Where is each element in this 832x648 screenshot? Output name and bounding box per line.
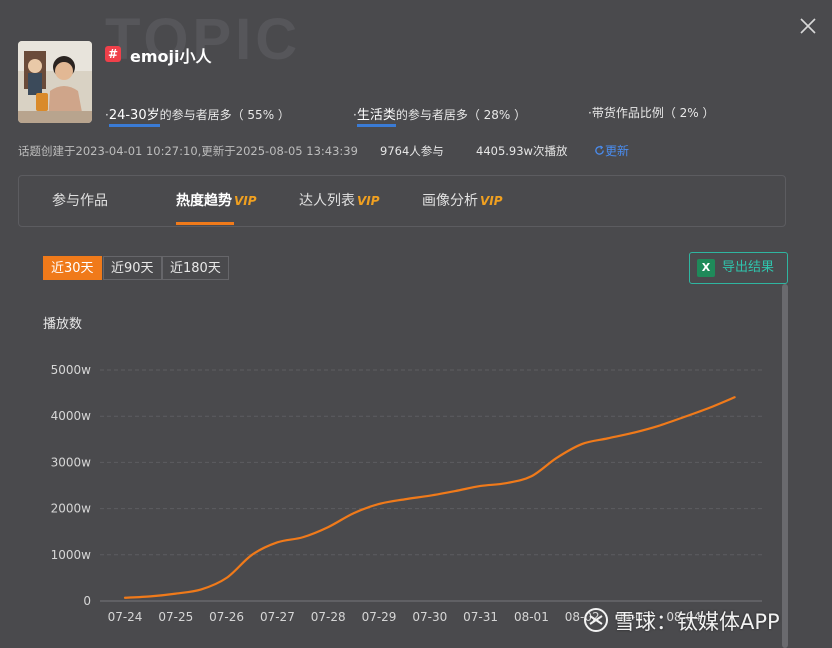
x-tick-label: 07-30 bbox=[412, 610, 447, 624]
refresh-label: 更新 bbox=[605, 144, 630, 158]
x-tick-label: 07-25 bbox=[158, 610, 193, 624]
tab-influencers[interactable]: 达人列表 VIP bbox=[299, 190, 380, 210]
x-tick-label: 08-03 bbox=[616, 610, 651, 624]
y-tick-label: 1000w bbox=[51, 548, 92, 562]
series-line bbox=[123, 396, 736, 599]
tab-profile-label: 画像分析 bbox=[422, 193, 478, 209]
y-tick-label: 2000w bbox=[51, 502, 92, 516]
scrollbar[interactable] bbox=[782, 284, 788, 648]
excel-icon: X bbox=[697, 259, 715, 277]
y-axis-label: 播放数 bbox=[43, 317, 83, 332]
topic-watermark: TOPIC bbox=[105, 7, 302, 72]
export-button[interactable]: 导出结果 bbox=[689, 252, 788, 284]
bottom-watermark: 雪球：钛媒体APP bbox=[614, 610, 780, 634]
tab-trend-label: 热度趋势 bbox=[176, 193, 232, 209]
topic-title: emoji小人 bbox=[130, 47, 212, 66]
stat-age-value: 24-30岁 bbox=[108, 108, 160, 127]
x-tick-label: 07-29 bbox=[362, 610, 397, 624]
x-tick-label: 07-27 bbox=[260, 610, 295, 624]
range-30-days-button[interactable]: 近30天 bbox=[43, 256, 102, 280]
topic-avatar bbox=[18, 41, 92, 123]
tab-trend[interactable]: 热度趋势 VIP bbox=[176, 190, 257, 210]
refresh-icon bbox=[595, 145, 604, 155]
tab-influencers-label: 达人列表 bbox=[299, 193, 355, 209]
hashtag-icon: # bbox=[105, 46, 121, 62]
x-tick-label: 07-24 bbox=[108, 610, 143, 624]
refresh-button[interactable]: 更新 bbox=[594, 142, 629, 159]
x-tick-label: 08-04 bbox=[666, 610, 701, 624]
tab-works-label: 参与作品 bbox=[52, 193, 108, 209]
snowball-icon bbox=[584, 608, 608, 632]
y-tick-label: 3000w bbox=[51, 455, 92, 469]
created-info: 话题创建于2023-04-01 10:27:10,更新于2025-08-05 1… bbox=[18, 144, 358, 158]
tab-bar bbox=[18, 175, 786, 227]
stat-category: ·生活类的参与者居多（ 28% ） bbox=[353, 104, 527, 127]
range-180-days-button[interactable]: 近180天 bbox=[162, 256, 229, 280]
active-tab-indicator bbox=[176, 222, 234, 225]
x-tick-label: 08-01 bbox=[514, 610, 549, 624]
plays-count: 4405.93w次播放 bbox=[476, 144, 568, 158]
x-tick-label: 07-31 bbox=[463, 610, 498, 624]
range-90-days-button[interactable]: 近90天 bbox=[103, 256, 162, 280]
stat-age-suffix: 的参与者居多（ 55% ） bbox=[159, 108, 290, 122]
y-tick-label: 0 bbox=[83, 594, 91, 608]
x-tick-label: 07-26 bbox=[209, 610, 244, 624]
tab-profile[interactable]: 画像分析 VIP bbox=[422, 190, 503, 210]
stat-goods: ·带货作品比例（ 2% ） bbox=[588, 106, 715, 120]
y-tick-label: 4000w bbox=[51, 409, 92, 423]
participants-count: 9764人参与 bbox=[380, 144, 444, 158]
x-tick-label: 07-28 bbox=[311, 610, 346, 624]
y-tick-label: 5000w bbox=[51, 363, 92, 377]
stat-age: ·24-30岁的参与者居多（ 55% ） bbox=[105, 104, 290, 127]
x-tick-label: 08-02 bbox=[565, 610, 600, 624]
close-icon[interactable] bbox=[798, 16, 818, 36]
stat-category-value: 生活类 bbox=[356, 108, 396, 127]
tab-works[interactable]: 参与作品 bbox=[52, 190, 108, 210]
vip-badge: VIP bbox=[234, 194, 257, 208]
vip-badge: VIP bbox=[480, 194, 503, 208]
vip-badge: VIP bbox=[357, 194, 380, 208]
stat-goods-label: 带货作品比例（ 2% ） bbox=[591, 106, 715, 120]
stat-category-suffix: 的参与者居多（ 28% ） bbox=[395, 108, 527, 122]
